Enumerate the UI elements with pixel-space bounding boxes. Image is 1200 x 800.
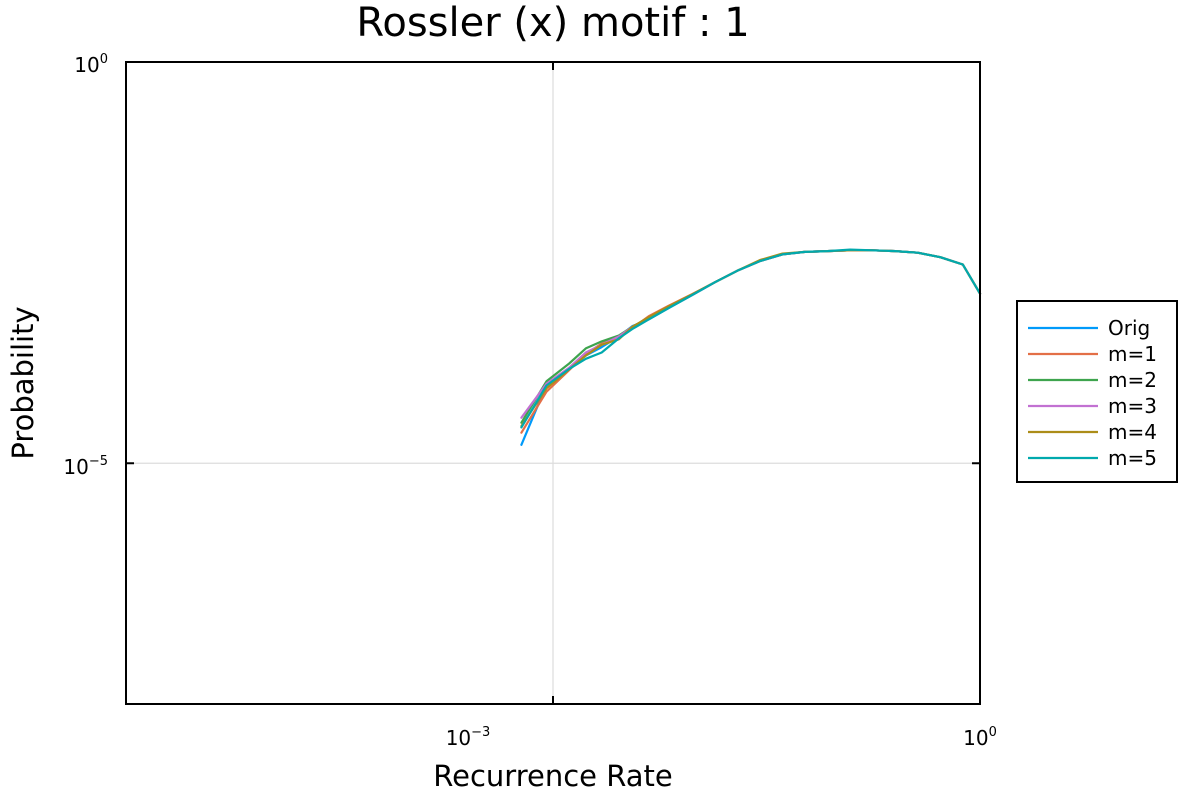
y-tick-label-1e-5: 10−5 [63, 454, 108, 479]
series-line-m-5 [520, 248, 982, 429]
legend-box [1016, 300, 1178, 483]
legend-label-orig: Orig [1108, 316, 1150, 340]
y-tick-label-1e0: 100 [74, 52, 108, 77]
x-tick-labels: 10−3 100 [446, 725, 997, 750]
x-tick-label-1e0: 100 [963, 725, 997, 750]
y-tick-labels: 100 10−5 [63, 52, 108, 479]
series-layer [520, 248, 982, 446]
x-axis-label: Recurrence Rate [433, 759, 672, 793]
legend-label-m-4: m=4 [1108, 420, 1157, 444]
legend-label-m-2: m=2 [1108, 368, 1157, 392]
legend-label-m-5: m=5 [1108, 446, 1157, 470]
legend-label-m-3: m=3 [1108, 394, 1157, 418]
plot-frame [125, 61, 981, 705]
y-axis-label: Probability [6, 306, 40, 459]
legend-label-m-1: m=1 [1108, 342, 1157, 366]
chart-title: Rossler (x) motif : 1 [356, 0, 749, 46]
x-tick-label-1e-3: 10−3 [446, 725, 491, 750]
